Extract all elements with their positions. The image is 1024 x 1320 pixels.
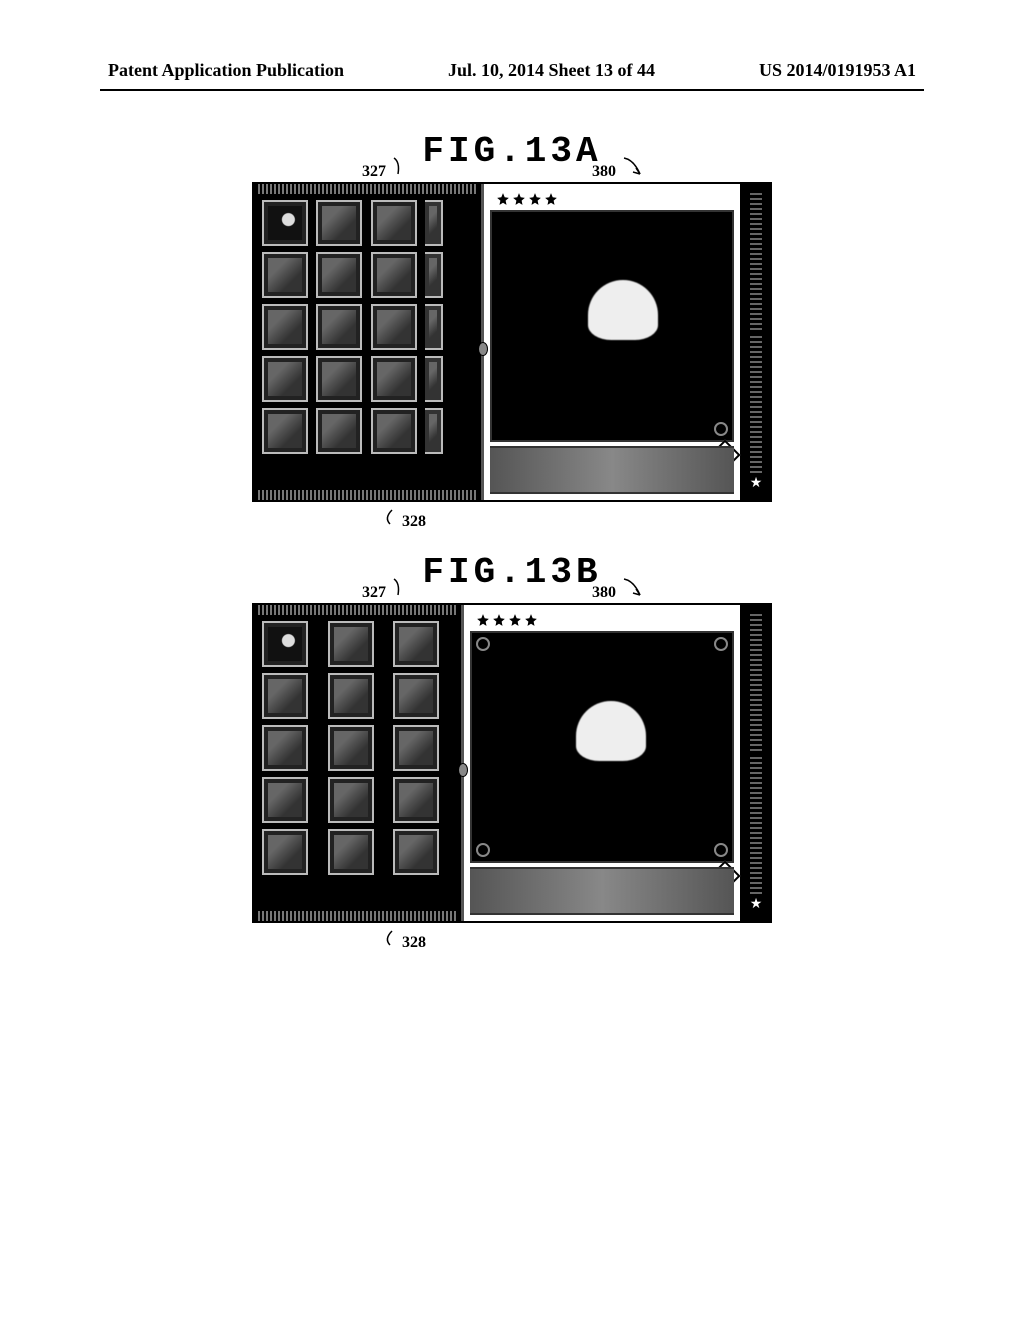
thumbnail[interactable]	[262, 200, 308, 246]
thumbnail[interactable]	[425, 200, 443, 246]
star-icon	[508, 613, 522, 627]
rating-stars[interactable]	[490, 190, 734, 210]
preview-panel	[464, 605, 740, 921]
divider-handle[interactable]	[458, 763, 468, 777]
figure-title-13b: FIG.13B	[100, 552, 924, 593]
star-icon	[528, 192, 542, 206]
thumbnail[interactable]	[425, 304, 443, 350]
thumbnail[interactable]	[262, 829, 308, 875]
toolbar-segment[interactable]	[750, 334, 762, 474]
star-icon	[476, 613, 490, 627]
thumbnail[interactable]	[393, 725, 439, 771]
thumbnail[interactable]	[393, 777, 439, 823]
thumbnail[interactable]	[371, 304, 417, 350]
corner-icon[interactable]	[714, 637, 728, 651]
star-icon	[524, 613, 538, 627]
toolbar-segment[interactable]	[750, 755, 762, 895]
thumbnail[interactable]	[262, 304, 308, 350]
header-right: US 2014/0191953 A1	[759, 60, 916, 81]
main-preview-image[interactable]	[490, 210, 734, 442]
header-center: Jul. 10, 2014 Sheet 13 of 44	[448, 60, 655, 81]
star-icon[interactable]: ★	[750, 896, 763, 913]
scrollbar-bottom[interactable]	[258, 911, 457, 921]
thumbnail-panel	[254, 184, 484, 500]
thumbnail[interactable]	[393, 621, 439, 667]
side-toolbar: ★	[742, 184, 770, 500]
thumbnail-panel	[254, 605, 464, 921]
thumbnail[interactable]	[328, 673, 374, 719]
star-icon	[544, 192, 558, 206]
corner-icon[interactable]	[714, 843, 728, 857]
ref-327: 327	[362, 577, 406, 602]
star-icon	[496, 192, 510, 206]
thumbnail[interactable]	[262, 673, 308, 719]
thumbnail[interactable]	[425, 252, 443, 298]
corner-icon[interactable]	[476, 843, 490, 857]
ref-327: 327	[362, 156, 406, 181]
ui-screenshot-b: ★	[252, 603, 772, 923]
patent-page: Patent Application Publication Jul. 10, …	[0, 0, 1024, 1320]
thumbnail[interactable]	[262, 725, 308, 771]
ui-screenshot-a: ★	[252, 182, 772, 502]
thumbnail[interactable]	[425, 356, 443, 402]
scrollbar-top[interactable]	[258, 605, 457, 615]
figure-13b: 327 380 326 381 303 382 328	[212, 603, 812, 923]
star-icon[interactable]: ★	[750, 475, 763, 492]
preview-content-icon	[588, 280, 658, 340]
preview-panel	[484, 184, 740, 500]
thumbnail-grid	[258, 615, 457, 881]
thumbnail[interactable]	[262, 408, 308, 454]
filmstrip[interactable]	[490, 446, 734, 494]
star-icon	[492, 613, 506, 627]
thumbnail[interactable]	[316, 356, 362, 402]
thumbnail-grid	[258, 194, 477, 460]
header-left: Patent Application Publication	[108, 60, 344, 81]
thumbnail[interactable]	[262, 356, 308, 402]
divider-handle[interactable]	[478, 342, 488, 356]
thumbnail[interactable]	[371, 356, 417, 402]
main-preview-image[interactable]	[470, 631, 734, 863]
thumbnail[interactable]	[316, 200, 362, 246]
star-icon	[512, 192, 526, 206]
thumbnail[interactable]	[371, 408, 417, 454]
thumbnail[interactable]	[328, 725, 374, 771]
thumbnail[interactable]	[328, 777, 374, 823]
preview-content-icon	[576, 701, 646, 761]
rating-stars[interactable]	[470, 611, 734, 631]
toolbar-segment[interactable]	[750, 611, 762, 751]
scrollbar-top[interactable]	[258, 184, 477, 194]
side-toolbar: ★	[742, 605, 770, 921]
thumbnail[interactable]	[328, 621, 374, 667]
thumbnail[interactable]	[262, 621, 308, 667]
scrollbar-bottom[interactable]	[258, 490, 477, 500]
ref-328: 328	[382, 929, 426, 952]
thumbnail[interactable]	[328, 829, 374, 875]
thumbnail[interactable]	[371, 200, 417, 246]
filmstrip[interactable]	[470, 867, 734, 915]
ref-380: 380	[592, 577, 644, 602]
ref-380: 380	[592, 156, 644, 181]
thumbnail[interactable]	[425, 408, 443, 454]
thumbnail[interactable]	[262, 777, 308, 823]
thumbnail[interactable]	[316, 408, 362, 454]
figure-title-13a: FIG.13A	[100, 131, 924, 172]
thumbnail[interactable]	[371, 252, 417, 298]
ref-328: 328	[382, 508, 426, 531]
figure-13a: 327 380 326 381 303 382 328	[212, 182, 812, 502]
thumbnail[interactable]	[262, 252, 308, 298]
thumbnail[interactable]	[316, 252, 362, 298]
thumbnail[interactable]	[316, 304, 362, 350]
thumbnail[interactable]	[393, 673, 439, 719]
zoom-icon[interactable]	[714, 422, 728, 436]
page-header: Patent Application Publication Jul. 10, …	[100, 60, 924, 91]
toolbar-segment[interactable]	[750, 190, 762, 330]
corner-icon[interactable]	[476, 637, 490, 651]
thumbnail[interactable]	[393, 829, 439, 875]
